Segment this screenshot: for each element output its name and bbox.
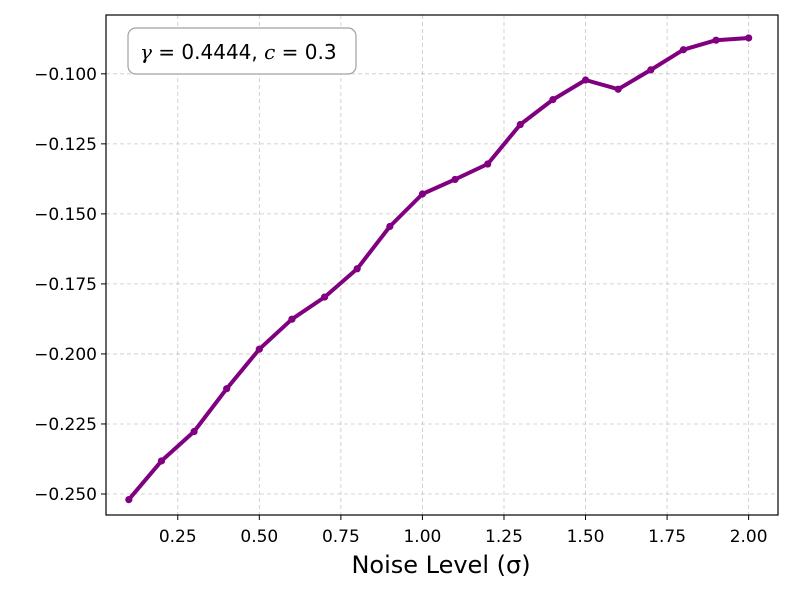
data-point — [679, 46, 687, 54]
series-layer — [125, 34, 753, 504]
y-tick-label: −0.250 — [34, 485, 97, 505]
data-point — [712, 36, 720, 44]
data-point — [451, 175, 459, 184]
data-point — [614, 85, 622, 93]
y-tick-label: −0.150 — [34, 205, 97, 225]
y-tick-label: −0.225 — [34, 415, 97, 435]
legend-box — [127, 27, 357, 75]
data-point — [223, 385, 231, 393]
y-axis-ticks: −0.250 −0.225 −0.200 −0.175 −0.150 −0.125 −0.1… — [34, 65, 106, 505]
x-tick-label: 2.00 — [730, 527, 768, 547]
x-axis-ticks: 0.25 0.50 0.75 1.00 1.25 1.50 1.75 2.00 — [159, 515, 768, 547]
y-tick-label: −0.200 — [34, 345, 97, 365]
x-tick-label: 0.50 — [240, 527, 278, 547]
x-tick-label: 0.75 — [322, 527, 360, 547]
data-point — [484, 160, 492, 168]
plot-frame — [105, 14, 779, 516]
c-symbol: c — [264, 40, 275, 64]
data-point — [516, 120, 524, 129]
data-point — [320, 293, 329, 301]
data-point — [353, 265, 361, 273]
parameter-legend: γ = 0.4444, c = 0.3 — [127, 27, 357, 75]
data-point — [549, 95, 557, 104]
gamma-value: = 0.4444, — [152, 40, 264, 64]
c-value: = 0.3 — [275, 40, 336, 64]
y-tick-label: −0.175 — [34, 275, 97, 295]
data-point — [125, 495, 133, 504]
data-point — [157, 457, 166, 465]
series-line — [126, 36, 751, 502]
x-tick-label: 1.25 — [485, 527, 523, 547]
data-point — [581, 76, 590, 84]
gamma-symbol: γ — [140, 40, 152, 64]
data-point — [190, 427, 198, 436]
data-point — [288, 315, 296, 323]
legend-text: γ = 0.4444, c = 0.3 — [140, 40, 337, 64]
x-axis-label: Noise Level (σ) — [351, 551, 530, 579]
x-tick-label: 0.25 — [159, 527, 197, 547]
x-tick-label: 1.50 — [567, 527, 605, 547]
data-point — [386, 222, 394, 231]
grid — [106, 15, 778, 515]
data-point — [745, 34, 753, 42]
x-tick-label: 1.00 — [403, 527, 441, 547]
data-point — [255, 345, 263, 353]
y-tick-label: −0.100 — [34, 65, 97, 85]
y-tick-label: −0.125 — [34, 135, 97, 155]
data-point — [647, 66, 655, 74]
x-tick-label: 1.75 — [648, 527, 686, 547]
data-point — [418, 190, 427, 198]
